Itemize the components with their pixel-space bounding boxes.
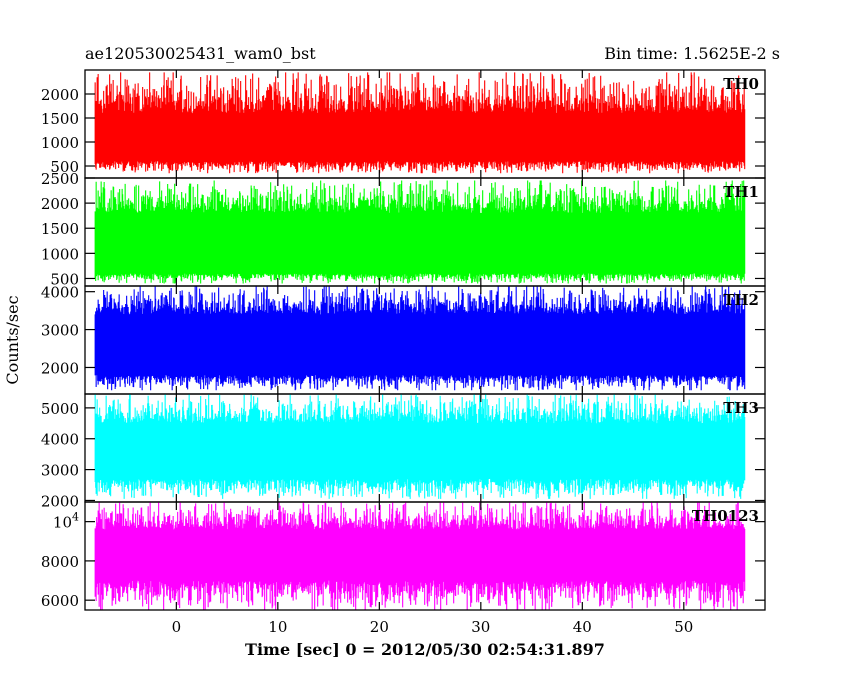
x-tick-label: 10 (268, 618, 287, 636)
panel-frame (84, 501, 766, 611)
y-tick-label: 4000 (41, 284, 79, 302)
y-tick-label: 500 (50, 158, 79, 176)
x-tick-label: 30 (471, 618, 490, 636)
y-tick-label: 1000 (41, 134, 79, 152)
x-tick-label: 20 (370, 618, 389, 636)
y-tick-label: 1500 (41, 110, 79, 128)
series-core-th1 (95, 222, 745, 265)
y-tick-label: 2000 (41, 86, 79, 104)
panel-label: TH0 (723, 75, 759, 93)
y-tick-label: 4000 (41, 431, 79, 449)
x-tick-label: 40 (573, 618, 592, 636)
panel-th3: 2000 3000 4000 5000 TH3 (41, 393, 766, 510)
x-axis-label: Time [sec] 0 = 2012/05/30 02:54:31.897 (245, 640, 605, 659)
y-tick-label: 500 (50, 270, 79, 288)
series-core-th2 (95, 323, 745, 366)
x-tick-label: 50 (674, 618, 693, 636)
panel-label: TH1 (723, 183, 759, 201)
y-tick-label: 2000 (41, 359, 79, 377)
observation-id-title: ae120530025431_wam0_bst (85, 44, 316, 63)
y-tick-label: 5000 (41, 400, 79, 418)
series-core-th3 (95, 431, 745, 471)
series-core-th0 (95, 120, 745, 154)
y-tick-label: 2000 (41, 195, 79, 213)
y-tick-label: 6000 (41, 592, 79, 610)
y-axis-label: Counts/sec (3, 295, 22, 384)
y-tick-label: 8000 (41, 553, 79, 571)
series-core-th0123 (95, 537, 745, 573)
y-tick-label: 3000 (41, 462, 79, 480)
y-tick-label: 1000 (41, 245, 79, 263)
x-tick-label: 0 (172, 618, 182, 636)
y-tick-label: 3000 (41, 322, 79, 340)
panel-th0123: 6000 8000 104 TH0123 (41, 501, 766, 611)
y-tick-label: 1500 (41, 220, 79, 238)
panels-layer: 500100015002000TH05001000150020002500TH1… (41, 69, 766, 636)
y-tick-label: 2000 (41, 492, 79, 510)
y-tick-label: 104 (53, 511, 79, 532)
y-tick-label: 2500 (41, 170, 79, 188)
panel-label: TH2 (723, 291, 759, 309)
panel-th2: 2000 3000 4000 TH2 (41, 284, 766, 395)
panel-th1: 500 1000 1500 2000 2500 TH1 (41, 170, 766, 288)
panel-th0: 500 1000 1500 2000 TH0 (41, 69, 766, 179)
panel-label: TH3 (723, 399, 759, 417)
bin-time-label: Bin time: 1.5625E-2 s (604, 44, 780, 63)
panel-label: TH0123 (692, 507, 759, 525)
